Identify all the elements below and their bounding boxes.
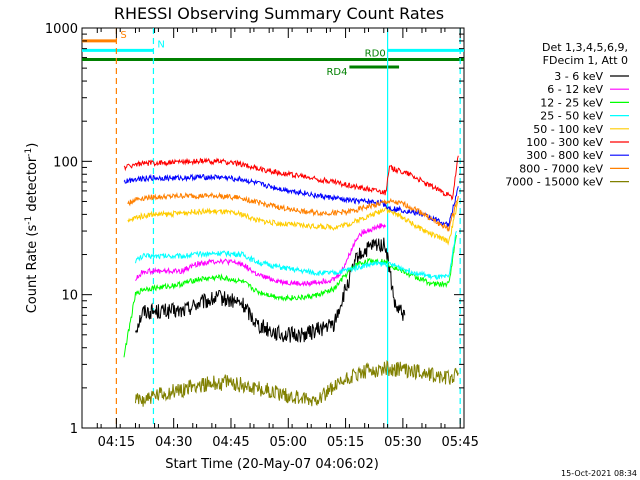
x-tick-label: 04:30	[155, 435, 192, 450]
legend-entry-label: 25 - 50 keV	[540, 110, 603, 123]
legend-entry-label: 6 - 12 keV	[547, 83, 603, 96]
series-line	[135, 223, 387, 288]
chart-title: RHESSI Observing Summary Count Rates	[114, 4, 444, 23]
legend-entry-label: 3 - 6 keV	[554, 70, 603, 83]
x-axis-label: Start Time (20-May-07 04:06:02)	[165, 457, 379, 472]
footer-timestamp: 15-Oct-2021 08:34	[561, 469, 637, 478]
legend-header: FDecim 1, Att 0	[543, 54, 628, 67]
x-tick-label: 05:45	[441, 435, 478, 450]
series-line	[135, 360, 459, 407]
y-tick-label: 100	[53, 155, 78, 170]
legend: Det 1,3,4,5,6,9,FDecim 1, Att 0 3 - 6 keV…	[505, 41, 629, 189]
series-line	[135, 237, 406, 343]
annotation-label: RD4	[326, 67, 347, 78]
plot-area: S N RD0 RD4 1 10 100 1000 04:15 04:30 04:45 05:00…	[45, 22, 479, 450]
legend-entry-label: 100 - 300 keV	[526, 136, 603, 149]
x-tick-label: 05:00	[270, 435, 307, 450]
legend-entry-label: 7000 - 15000 keV	[505, 176, 603, 189]
y-axis-label-sup2: -1	[24, 148, 34, 157]
series-line	[123, 155, 459, 201]
x-tick-label: 04:45	[212, 435, 249, 450]
legend-entry-label: 300 - 800 keV	[526, 149, 603, 162]
annotation-label: S	[120, 30, 126, 41]
legend-entry-label: 50 - 100 keV	[533, 123, 603, 136]
y-tick-label: 10	[61, 289, 78, 304]
series-line	[127, 191, 459, 232]
series-line	[135, 230, 457, 281]
legend-entry-label: 12 - 25 keV	[540, 96, 603, 109]
legend-header: Det 1,3,4,5,6,9,	[542, 41, 628, 54]
x-tick-label: 04:15	[98, 435, 135, 450]
y-tick-label: 1000	[45, 22, 78, 37]
annotation-label: N	[157, 39, 164, 50]
y-axis-label: Count Rate (s-1 detector-1)	[24, 143, 40, 314]
x-tick-label: 05:15	[327, 435, 364, 450]
series-line	[127, 201, 459, 246]
y-axis-label-sup1: -1	[24, 216, 34, 225]
series-line	[123, 173, 459, 228]
annotation-label: RD0	[365, 49, 386, 60]
y-tick-label: 1	[70, 422, 78, 437]
x-tick-label: 05:30	[384, 435, 421, 450]
legend-entry-label: 800 - 7000 keV	[519, 162, 603, 175]
